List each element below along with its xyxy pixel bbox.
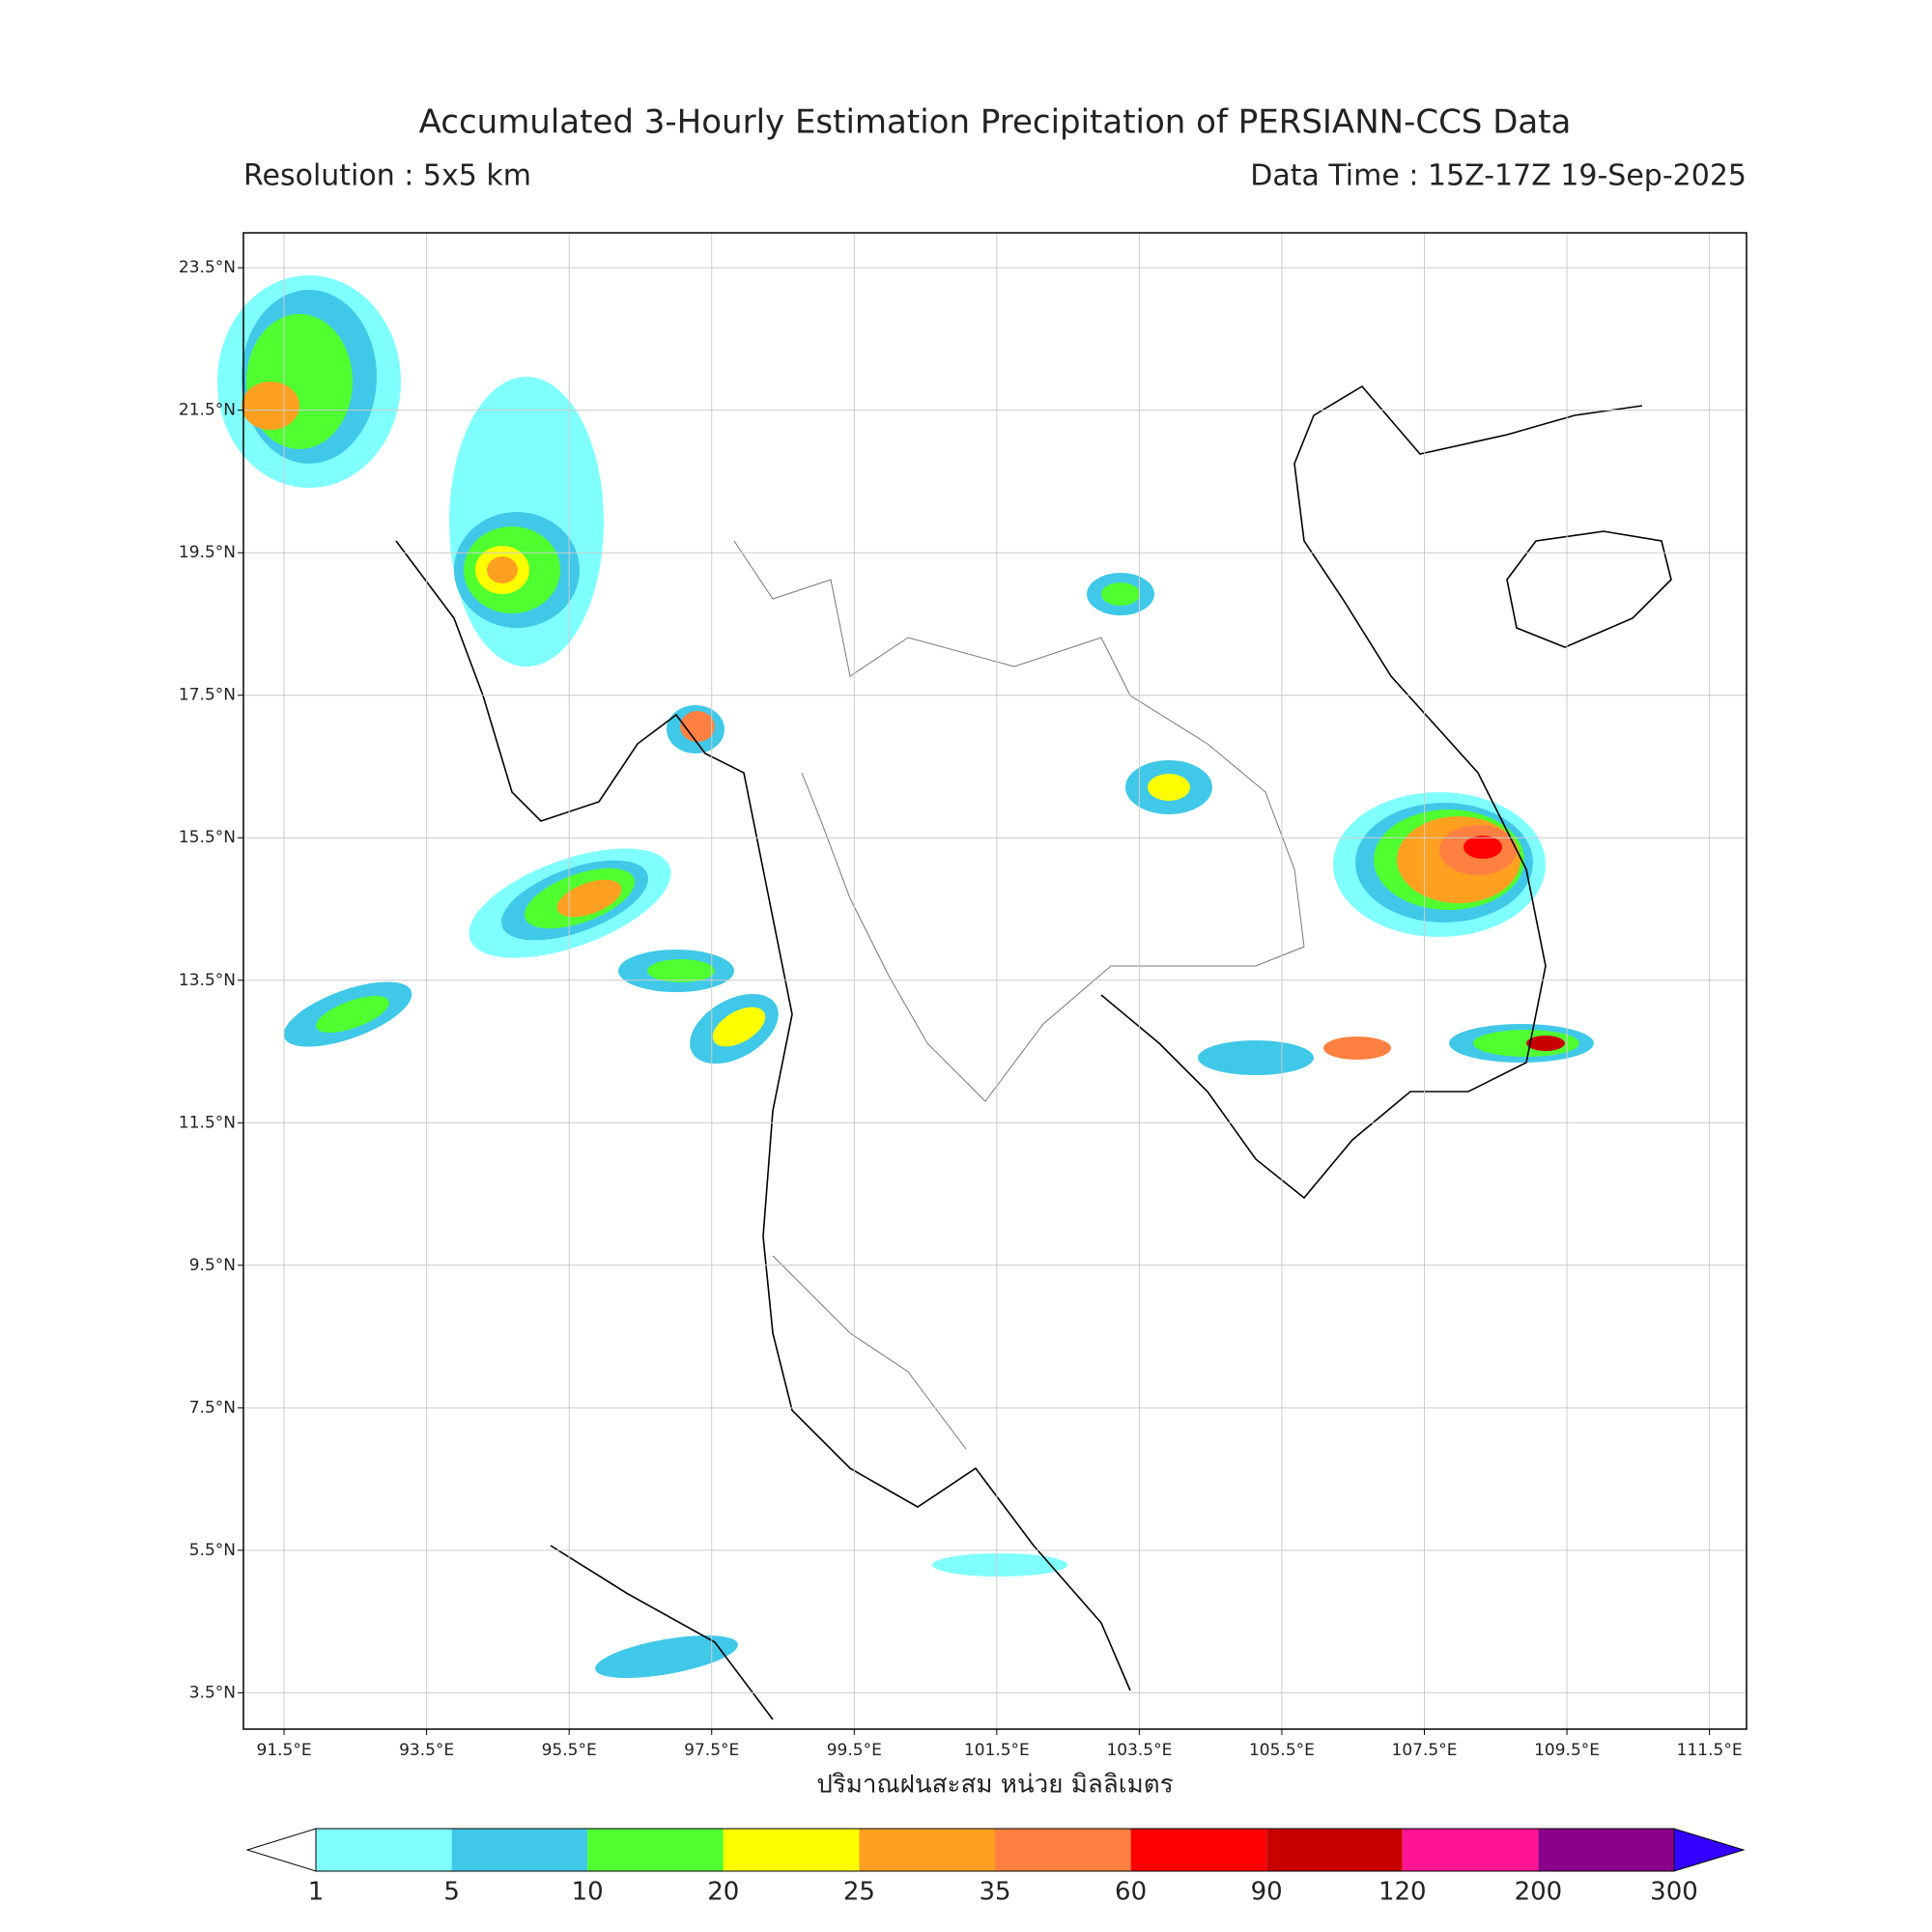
x-axis-label: ปริมาณฝนสะสม หน่วย มิลลิเมตร xyxy=(816,1771,1173,1800)
colorbar-segment xyxy=(859,1829,995,1871)
y-tick-label: 3.5°N xyxy=(189,1683,236,1702)
x-tick-label: 105.5°E xyxy=(1249,1741,1315,1760)
x-tick-label: 93.5°E xyxy=(399,1741,454,1760)
colorbar-label: 200 xyxy=(1515,1878,1563,1907)
colorbar-outline xyxy=(315,1828,1675,1872)
y-tick-label: 7.5°N xyxy=(189,1398,236,1417)
x-tick-label: 91.5°E xyxy=(257,1741,312,1760)
colorbar-label: 20 xyxy=(707,1878,739,1907)
x-tick-label: 101.5°E xyxy=(964,1741,1030,1760)
x-tick-label: 103.5°E xyxy=(1106,1741,1172,1760)
colorbar-segment xyxy=(1402,1829,1539,1871)
colorbar-label: 300 xyxy=(1650,1878,1698,1907)
x-tick-label: 111.5°E xyxy=(1677,1741,1743,1760)
y-tick-label: 19.5°N xyxy=(179,543,236,562)
colorbar-label: 60 xyxy=(1115,1878,1147,1907)
x-tick-label: 95.5°E xyxy=(542,1741,597,1760)
colorbar: 1 5 10 20 25 35 60 90 120 200 300 xyxy=(245,1828,1746,1907)
colorbar-label: 90 xyxy=(1251,1878,1283,1907)
x-tick-label: 97.5°E xyxy=(684,1741,739,1760)
y-tick-label: 23.5°N xyxy=(179,258,236,277)
x-tick-label: 99.5°E xyxy=(827,1741,882,1760)
colorbar-segment xyxy=(1538,1829,1674,1871)
y-tick-label: 15.5°N xyxy=(179,828,236,847)
y-tick-label: 5.5°N xyxy=(189,1541,236,1560)
colorbar-segment xyxy=(316,1829,452,1871)
map-frame xyxy=(242,232,1747,1730)
coastlines xyxy=(395,384,1672,1720)
colorbar-label: 120 xyxy=(1378,1878,1427,1907)
colorbar-segment xyxy=(1130,1829,1267,1871)
data-time: Data Time : 15Z-17Z 19-Sep-2025 xyxy=(1250,159,1747,193)
colorbar-label: 35 xyxy=(979,1878,1010,1907)
precipitation xyxy=(217,275,1594,1678)
y-tick-label: 13.5°N xyxy=(179,971,236,990)
x-tick-label: 109.5°E xyxy=(1534,1741,1600,1760)
colorbar-label: 10 xyxy=(572,1878,604,1907)
colorbar-segment xyxy=(995,1829,1131,1871)
colorbar-segment xyxy=(587,1829,724,1871)
colorbar-segment xyxy=(723,1829,860,1871)
map-axes: 91.5°E 93.5°E 95.5°E 97.5°E 99.5°E 101.5°E 103… xyxy=(179,232,1747,1800)
resolution: Resolution : 5x5 km xyxy=(243,159,531,193)
y-tick-label: 21.5°N xyxy=(179,401,236,420)
y-tick-label: 11.5°N xyxy=(179,1113,236,1132)
colorbar-under xyxy=(245,1828,317,1872)
colorbar-label: 1 xyxy=(308,1878,325,1907)
y-tick-label: 17.5°N xyxy=(179,686,236,705)
colorbar-segment xyxy=(451,1829,588,1871)
colorbar-label: 5 xyxy=(443,1878,460,1907)
y-tick-label: 9.5°N xyxy=(189,1256,236,1275)
x-tick-label: 107.5°E xyxy=(1392,1741,1458,1760)
colorbar-segment xyxy=(1266,1829,1403,1871)
colorbar-label: 25 xyxy=(843,1878,875,1907)
colorbar-over xyxy=(1673,1828,1746,1872)
title: Accumulated 3-Hourly Estimation Precipit… xyxy=(419,103,1572,142)
